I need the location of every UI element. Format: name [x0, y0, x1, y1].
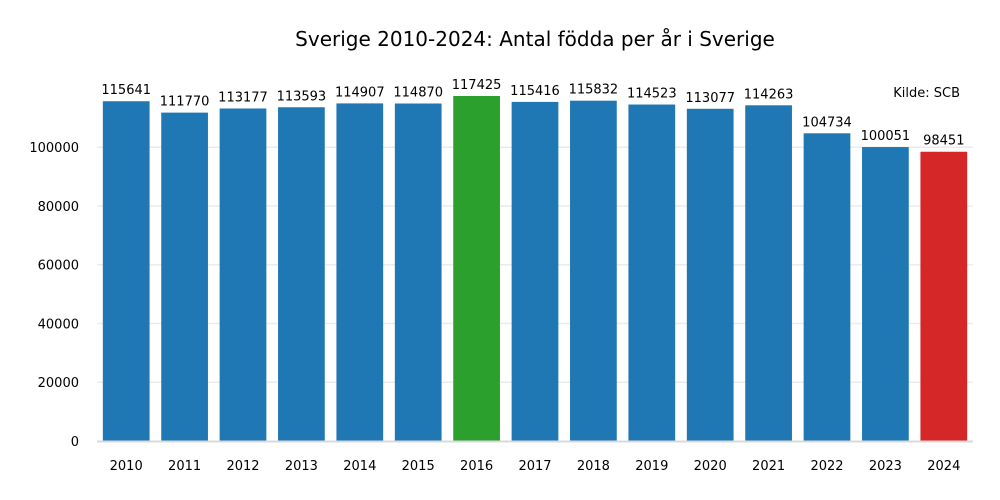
bar-2010 — [102, 101, 150, 442]
data-label-2022: 104734 — [802, 115, 852, 130]
y-tick-label: 100000 — [29, 141, 79, 156]
data-label-2012: 113177 — [218, 90, 268, 105]
data-label-2021: 114263 — [744, 87, 794, 102]
x-tick-label-2020: 2020 — [694, 459, 727, 474]
x-tick-label-2018: 2018 — [577, 459, 610, 474]
data-label-2013: 113593 — [277, 89, 327, 104]
data-label-2015: 114870 — [393, 86, 443, 101]
y-tick-label: 40000 — [38, 317, 79, 332]
data-label-2011: 111770 — [160, 95, 210, 110]
data-label-2024: 98451 — [923, 134, 964, 149]
bar-2013 — [278, 107, 325, 441]
data-label-2014: 114907 — [335, 85, 385, 100]
x-tick-label-2021: 2021 — [752, 459, 785, 474]
x-tick-label-2014: 2014 — [343, 459, 376, 474]
y-tick-label: 60000 — [38, 259, 79, 274]
y-tick-label: 20000 — [38, 376, 79, 391]
bar-2011 — [161, 112, 208, 441]
x-tick-label-2017: 2017 — [518, 459, 551, 474]
x-tick-label-2015: 2015 — [402, 459, 435, 474]
bar-2019 — [628, 104, 676, 441]
data-label-2018: 115832 — [569, 83, 619, 98]
data-label-2010: 115641 — [101, 83, 151, 98]
x-tick-label-2012: 2012 — [226, 459, 259, 474]
bar-2024 — [920, 151, 968, 442]
data-label-2017: 115416 — [510, 84, 560, 99]
data-label-2020: 113077 — [685, 91, 735, 106]
bar-2016 — [453, 96, 500, 441]
data-label-2023: 100051 — [861, 129, 911, 144]
x-tick-label-2024: 2024 — [927, 459, 960, 474]
x-tick-label-2011: 2011 — [168, 459, 201, 474]
bar-2017 — [511, 101, 559, 442]
bar-2012 — [219, 108, 267, 441]
bar-2015 — [394, 103, 442, 441]
bar-2021 — [745, 105, 792, 441]
data-label-2016: 117425 — [452, 78, 502, 93]
source-note: Kilde: SCB — [893, 86, 960, 101]
y-tick-label: 0 — [71, 435, 79, 450]
axes: 0 20000 40000 60000 80000 100000 2010 2011 2012 2… — [29, 141, 973, 474]
x-tick-label-2023: 2023 — [869, 459, 902, 474]
bar-2018 — [570, 100, 617, 442]
bar-2014 — [336, 103, 384, 441]
chart-title: Sverige 2010-2024: Antal födda per år i … — [295, 27, 775, 51]
bar-2020 — [686, 108, 734, 441]
bar-2023 — [862, 147, 909, 442]
x-tick-label-2010: 2010 — [110, 459, 143, 474]
x-tick-label-2013: 2013 — [285, 459, 318, 474]
x-tick-label-2022: 2022 — [810, 459, 843, 474]
y-tick-label: 80000 — [38, 200, 79, 215]
bars: 115641 111770 113177 113593 114907 114870 1174… — [101, 78, 968, 442]
data-label-2019: 114523 — [627, 87, 677, 102]
x-tick-label-2019: 2019 — [635, 459, 668, 474]
x-tick-label-2016: 2016 — [460, 459, 493, 474]
bar-2022 — [803, 133, 851, 441]
